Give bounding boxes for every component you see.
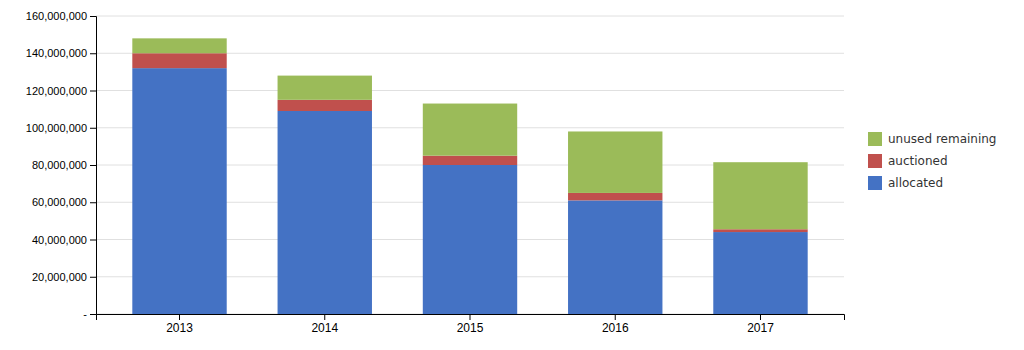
bar (423, 165, 517, 314)
legend-label: unused remaining (888, 132, 996, 146)
y-tick-label: 80,000,000 (32, 159, 87, 171)
x-axis: 2013 2014 2015 2016 2017 (97, 314, 845, 335)
y-tick-mark (90, 165, 96, 166)
x-tick-label: 2013 (166, 321, 193, 335)
bar (278, 100, 372, 111)
x-tick-mark (470, 314, 471, 320)
x-tick-mark (179, 314, 180, 320)
legend-item: unused remaining (868, 132, 996, 146)
bar (278, 111, 372, 314)
bar (132, 53, 226, 68)
y-tick: 160,000,000 (26, 10, 96, 22)
bar (713, 162, 807, 229)
bar (132, 68, 226, 314)
bar (132, 38, 226, 53)
series (132, 53, 807, 232)
y-axis: - 20,000,000 40,000,000 60,000,000 80,000,00… (26, 10, 97, 320)
y-tick-mark (90, 240, 96, 241)
x-tick-mark (615, 314, 616, 320)
x-tick-label: 2017 (747, 321, 774, 335)
series (132, 38, 807, 229)
x-tick-label: 2014 (311, 321, 338, 335)
chart: 2013 2014 2015 2016 2017 - 20,000,000 40,000,00… (0, 0, 1024, 350)
y-tick-label: - (83, 308, 87, 320)
y-tick-label: 160,000,000 (26, 10, 87, 22)
x-tick-label: 2015 (457, 321, 484, 335)
x-tick: 2017 (747, 314, 774, 335)
x-tick: 2015 (457, 314, 484, 335)
y-tick-mark (90, 277, 96, 278)
y-tick: 60,000,000 (32, 196, 96, 208)
legend-swatch (868, 132, 882, 146)
legend-label: allocated (888, 176, 943, 190)
y-tick-mark (90, 53, 96, 54)
x-tick: 2014 (311, 314, 338, 335)
plot: 2013 2014 2015 2016 2017 - 20,000,000 40,000,00… (26, 10, 997, 335)
y-tick: 140,000,000 (26, 47, 96, 59)
y-tick: - (83, 308, 96, 320)
x-tick: 2013 (166, 314, 193, 335)
x-axis-line (97, 315, 845, 321)
bar (423, 156, 517, 165)
bar (713, 232, 807, 314)
x-tick: 2016 (602, 314, 629, 335)
y-tick-mark (90, 202, 96, 203)
legend: unused remaining auctioned allocated (868, 132, 996, 190)
y-tick-label: 100,000,000 (26, 122, 87, 134)
legend-label: auctioned (888, 154, 948, 168)
series (132, 68, 807, 314)
y-tick: 80,000,000 (32, 159, 96, 171)
bar (568, 131, 662, 192)
grid (96, 16, 844, 314)
y-axis-line (90, 17, 97, 315)
x-tick-mark (324, 314, 325, 320)
y-tick: 100,000,000 (26, 122, 96, 134)
legend-swatch (868, 154, 882, 168)
y-tick-mark (90, 91, 96, 92)
y-tick-label: 120,000,000 (26, 85, 87, 97)
y-tick-label: 60,000,000 (32, 196, 87, 208)
bar (568, 200, 662, 314)
y-tick: 120,000,000 (26, 85, 96, 97)
bars (132, 38, 807, 314)
y-tick-label: 40,000,000 (32, 234, 87, 246)
bar (568, 193, 662, 200)
legend-item: allocated (868, 176, 943, 190)
bar (423, 104, 517, 156)
bar (713, 229, 807, 232)
legend-swatch (868, 176, 882, 190)
grid-line (96, 16, 844, 17)
y-tick-mark (90, 314, 96, 315)
y-tick: 20,000,000 (32, 271, 96, 283)
y-tick-label: 20,000,000 (32, 271, 87, 283)
y-tick: 40,000,000 (32, 234, 96, 246)
x-tick-mark (760, 314, 761, 320)
legend-item: auctioned (868, 154, 948, 168)
y-tick-label: 140,000,000 (26, 47, 87, 59)
bar (278, 76, 372, 100)
y-tick-mark (90, 16, 96, 17)
x-tick-label: 2016 (602, 321, 629, 335)
y-tick-mark (90, 128, 96, 129)
